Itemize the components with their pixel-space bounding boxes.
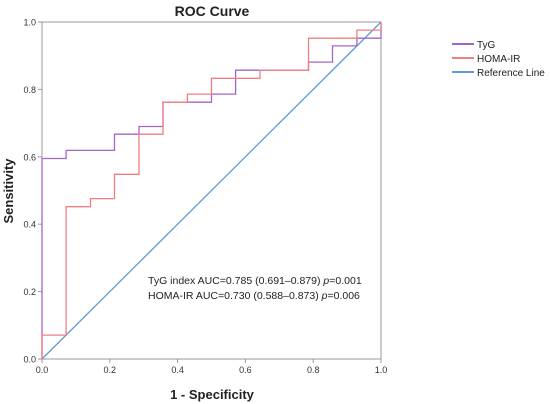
x-axis-label: 1 - Specificity: [170, 387, 255, 402]
x-tick-label: 1.0: [375, 365, 388, 375]
y-tick-label: 0.2: [23, 287, 36, 297]
series-lines: [41, 21, 382, 360]
x-tick-label: 0.8: [307, 365, 320, 375]
y-tick-label: 0.6: [23, 152, 36, 162]
legend-label-homa-ir: HOMA-IR: [477, 54, 520, 65]
y-tick-label: 0.8: [23, 85, 36, 95]
x-tick-label: 0.6: [239, 365, 252, 375]
x-axis: 0.0 0.2 0.4 0.6 0.8 1.0: [36, 359, 388, 375]
y-axis: 0.0 0.2 0.4 0.6 0.8 1.0: [23, 18, 42, 365]
annotation-homa: HOMA-IR AUC=0.730 (0.588–0.873) p=0.006: [148, 290, 360, 302]
auc-annotations: TyG index AUC=0.785 (0.691–0.879) p=0.00…: [148, 275, 362, 302]
legend: TyG HOMA-IR Reference Line: [452, 40, 545, 79]
x-tick-label: 0.0: [36, 365, 49, 375]
annotation-tyg: TyG index AUC=0.785 (0.691–0.879) p=0.00…: [148, 275, 362, 287]
series-line-tyg: [41, 22, 382, 359]
series-line-reference-line: [41, 21, 382, 360]
y-tick-label: 0.4: [23, 220, 36, 230]
x-tick-label: 0.4: [171, 365, 184, 375]
chart-title: ROC Curve: [175, 3, 250, 19]
y-tick-label: 0.0: [23, 355, 36, 365]
y-axis-label: Sensitivity: [1, 158, 16, 224]
y-tick-label: 1.0: [23, 18, 36, 28]
legend-label-tyg: TyG: [477, 40, 496, 51]
x-tick-label: 0.2: [104, 365, 117, 375]
series-line-homa-ir: [41, 22, 382, 359]
legend-label-reference-line: Reference Line: [477, 68, 545, 79]
